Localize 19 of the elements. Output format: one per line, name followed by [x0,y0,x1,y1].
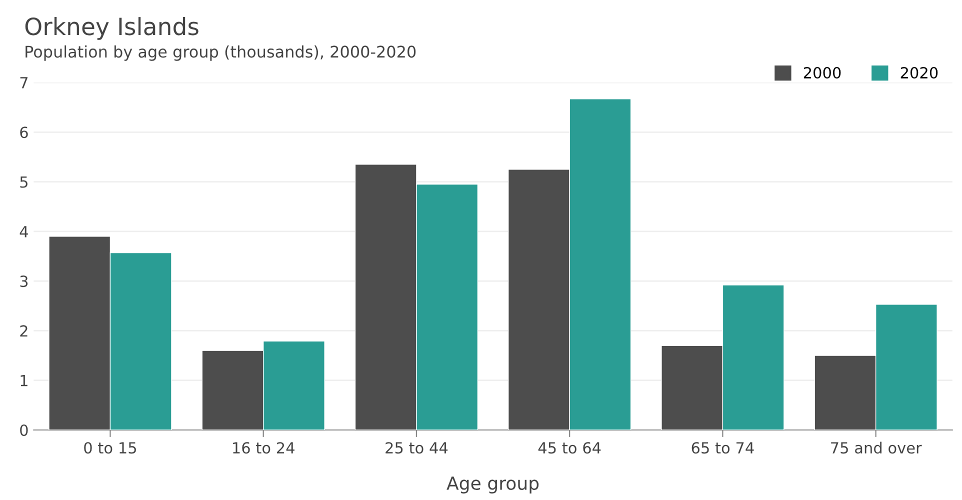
y-tick-label: 7 [20,77,28,88]
x-tick-label: 25 to 44 [386,442,448,454]
y-tick-label: 4 [20,226,28,238]
x-tick-label: 45 to 64 [538,442,601,454]
y-tick-label: 2 [20,325,28,337]
y-tick-label: 1 [20,375,28,386]
x-tick-label: 75 and over [831,442,922,454]
x-tick-label: 16 to 24 [233,442,294,454]
y-tick-label: 3 [20,276,28,288]
x-axis-title: Age group [446,476,539,494]
x-tick-label: 0 to 15 [84,442,136,454]
y-tick-label: 5 [20,176,28,188]
y-tick-label: 0 [20,424,28,436]
x-tick-label: 65 to 74 [692,442,754,454]
legend-label: 2000 [804,66,841,79]
chart-subtitle: Population by age group (thousands), 2000-2020 [26,45,416,61]
y-tick-label: 6 [20,126,28,138]
legend-label: 2020 [900,66,938,79]
chart-title: Orkney Islands [25,17,198,40]
